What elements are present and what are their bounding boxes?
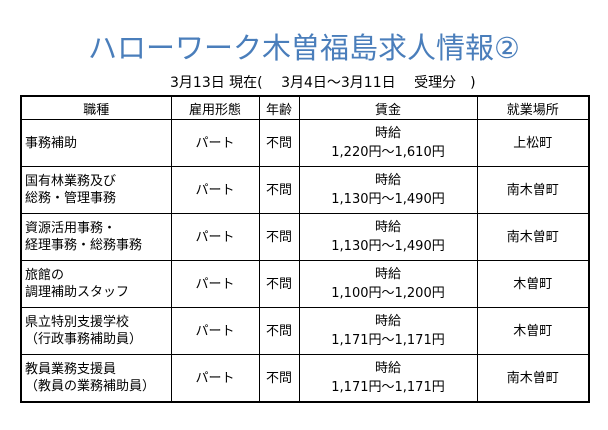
table-row: 教員業務支援員 （教員の業務補助員） パート 不問 時給 1,171円～1,171円 南木曽… bbox=[20, 354, 590, 403]
location-cell: 木曽町 bbox=[476, 307, 590, 355]
job-line: 事務補助 bbox=[25, 135, 78, 151]
employment-cell: パート bbox=[170, 213, 260, 261]
age-cell: 不問 bbox=[258, 307, 300, 355]
job-line: （行政事務補助員） bbox=[25, 332, 143, 347]
job-line: 資源活用事務・ bbox=[25, 221, 117, 236]
wage-range: 1,130円～1,490円 bbox=[331, 239, 445, 254]
age-cell: 不問 bbox=[258, 166, 300, 214]
location-cell: 南木曽町 bbox=[476, 166, 590, 214]
job-line: 調理補助スタッフ bbox=[25, 285, 130, 300]
wage-cell: 時給 1,171円～1,171円 bbox=[298, 354, 478, 403]
location-cell: 上松町 bbox=[476, 119, 590, 167]
job-line: 経理事務・総務事務 bbox=[25, 238, 143, 253]
age-cell: 不問 bbox=[258, 354, 300, 403]
job-line: 総務・管理事務 bbox=[25, 191, 117, 206]
wage-type: 時給 bbox=[374, 220, 401, 235]
column-header: 年齢 bbox=[258, 95, 300, 120]
employment-cell: パート bbox=[170, 166, 260, 214]
employment-cell: パート bbox=[170, 354, 260, 403]
wage-type: 時給 bbox=[374, 126, 401, 141]
table-row: 国有林業務及び 総務・管理事務 パート 不問 時給 1,130円～1,490円 南木曽町 bbox=[20, 166, 590, 214]
wage-range: 1,130円～1,490円 bbox=[331, 192, 445, 207]
wage-cell: 時給 1,130円～1,490円 bbox=[298, 166, 478, 214]
job-cell: 事務補助 bbox=[20, 119, 172, 167]
column-header: 賃金 bbox=[298, 95, 478, 120]
wage-type: 時給 bbox=[374, 173, 401, 188]
age-cell: 不問 bbox=[258, 119, 300, 167]
wage-range: 1,100円～1,200円 bbox=[331, 286, 445, 301]
job-cell: 旅館の調理補助スタッフ bbox=[20, 260, 172, 308]
employment-cell: パート bbox=[170, 307, 260, 355]
employment-cell: パート bbox=[170, 119, 260, 167]
column-header: 職種 bbox=[20, 95, 172, 120]
wage-type: 時給 bbox=[374, 314, 401, 329]
wage-range: 1,171円～1,171円 bbox=[331, 380, 445, 395]
wage-range: 1,171円～1,171円 bbox=[331, 333, 445, 348]
job-line: 国有林業務及び bbox=[25, 174, 117, 189]
job-cell: 県立特別支援学校 （行政事務補助員） bbox=[20, 307, 172, 355]
column-header: 就業場所 bbox=[476, 95, 590, 120]
column-header: 雇用形態 bbox=[170, 95, 260, 120]
job-line: 教員業務支援員 bbox=[25, 362, 117, 377]
wage-type: 時給 bbox=[374, 361, 401, 376]
table-row: 旅館の 調理補助スタッフ パート 不問 時給 1,100円～1,200円 木曽町 bbox=[20, 260, 590, 308]
age-cell: 不問 bbox=[258, 260, 300, 308]
job-cell: 教員業務支援員 （教員の業務補助員） bbox=[20, 354, 172, 403]
employment-cell: パート bbox=[170, 260, 260, 308]
location-cell: 木曽町 bbox=[476, 260, 590, 308]
wage-cell: 時給 1,220円～1,610円 bbox=[298, 119, 478, 167]
header-row: 職種 雇用形態 年齢 賃金 就業場所 bbox=[20, 95, 590, 120]
location-cell: 南木曽町 bbox=[476, 354, 590, 403]
table-row: 資源活用事務・ 経理事務・総務事務 パート 不問 時給 1,130円～1,490円 南木曽町 bbox=[20, 213, 590, 261]
wage-cell: 時給 1,130円～1,490円 bbox=[298, 213, 478, 261]
table-row: 事務補助 パート 不問 時給 1,220円～1,610円 上松町 bbox=[20, 119, 590, 167]
subtitle: 3月13日 現在( 3月4日～3月11日 受理分 ) bbox=[170, 75, 476, 91]
wage-cell: 時給 1,100円～1,200円 bbox=[298, 260, 478, 308]
job-line: 県立特別支援学校 bbox=[25, 315, 130, 330]
table-body: 事務補助 パート 不問 時給 1,220円～1,610円 上松町 国有林業務及び 総務・管理事… bbox=[20, 119, 590, 403]
age-cell: 不問 bbox=[258, 213, 300, 261]
title: ハローワーク木曽福島求人情報② bbox=[88, 31, 520, 65]
job-cell: 資源活用事務・経理事務・総務事務 bbox=[20, 213, 172, 261]
wage-type: 時給 bbox=[374, 267, 401, 282]
job-line: 旅館の bbox=[25, 268, 65, 283]
job-table: 職種 雇用形態 年齢 賃金 就業場所 事務補助 パート 不問 時給 1,220円～1,610円上… bbox=[20, 95, 590, 403]
job-cell: 国有林業務及び 総務・管理事務 bbox=[20, 166, 172, 214]
wage-cell: 時給 1,171円～1,171円 bbox=[298, 307, 478, 355]
job-line: （教員の業務補助員） bbox=[25, 379, 156, 394]
wage-range: 1,220円～1,610円 bbox=[331, 145, 445, 160]
table-row: 県立特別支援学校 （行政事務補助員） パート 不問 時給 1,171円～1,171円 木曽町 bbox=[20, 307, 590, 355]
location-cell: 南木曽町 bbox=[476, 213, 590, 261]
